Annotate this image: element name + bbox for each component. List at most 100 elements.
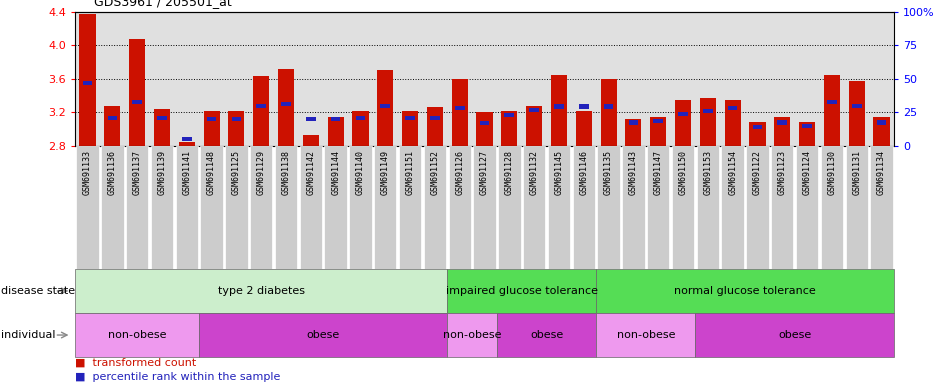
Bar <box>104 106 120 146</box>
Bar <box>827 100 837 104</box>
Bar <box>430 116 439 120</box>
Text: obese: obese <box>307 330 340 340</box>
Bar <box>721 146 744 269</box>
Bar <box>821 146 843 269</box>
Text: obese: obese <box>530 330 563 340</box>
Text: GSM691131: GSM691131 <box>853 150 861 195</box>
Bar <box>604 104 613 109</box>
Text: normal glucose tolerance: normal glucose tolerance <box>674 286 816 296</box>
Text: GSM691140: GSM691140 <box>356 150 365 195</box>
Bar <box>700 98 716 146</box>
Bar <box>254 76 269 146</box>
Text: GSM691124: GSM691124 <box>803 150 811 195</box>
Bar <box>579 104 589 109</box>
Text: disease state: disease state <box>1 286 75 296</box>
Bar <box>302 135 319 146</box>
Bar <box>473 146 496 269</box>
Bar <box>349 146 372 269</box>
Bar <box>573 146 595 269</box>
Text: impaired glucose tolerance: impaired glucose tolerance <box>446 286 598 296</box>
Text: GSM691139: GSM691139 <box>158 150 166 195</box>
Bar <box>852 104 862 108</box>
Bar <box>402 111 418 146</box>
Bar <box>647 146 670 269</box>
Bar <box>623 146 644 269</box>
Text: GSM691146: GSM691146 <box>579 150 588 195</box>
Bar <box>151 146 173 269</box>
Bar <box>356 116 365 120</box>
Bar <box>675 100 691 146</box>
Bar <box>530 108 539 112</box>
Bar <box>256 104 266 108</box>
Bar <box>80 14 96 146</box>
Text: GSM691149: GSM691149 <box>381 150 390 195</box>
Bar <box>771 146 793 269</box>
Bar <box>331 117 341 121</box>
Bar <box>824 74 840 146</box>
Bar <box>76 146 99 269</box>
Bar <box>628 120 639 124</box>
Text: GSM691128: GSM691128 <box>505 150 514 195</box>
Bar <box>200 146 223 269</box>
Bar <box>132 100 142 104</box>
Bar <box>204 111 220 146</box>
Bar <box>452 79 468 146</box>
Text: non-obese: non-obese <box>108 330 166 340</box>
Bar <box>501 111 517 146</box>
Bar <box>232 117 241 121</box>
Bar <box>576 111 592 146</box>
Bar <box>374 146 396 269</box>
Bar <box>703 109 713 113</box>
Bar <box>399 146 422 269</box>
Bar <box>101 146 124 269</box>
Bar <box>554 104 563 109</box>
Bar <box>380 104 390 108</box>
Bar <box>480 121 489 125</box>
Text: GSM691142: GSM691142 <box>306 150 316 195</box>
Bar <box>697 146 719 269</box>
Bar <box>225 146 248 269</box>
Bar <box>845 146 868 269</box>
Text: GSM691126: GSM691126 <box>455 150 464 195</box>
Text: GSM691137: GSM691137 <box>132 150 142 195</box>
Bar <box>178 142 194 146</box>
Text: obese: obese <box>778 330 811 340</box>
Bar <box>499 146 520 269</box>
Text: non-obese: non-obese <box>617 330 675 340</box>
Text: GSM691143: GSM691143 <box>629 150 638 195</box>
Text: GSM691129: GSM691129 <box>256 150 266 195</box>
Bar <box>476 112 493 146</box>
Bar <box>154 109 170 146</box>
Bar <box>654 119 663 123</box>
Text: GSM691141: GSM691141 <box>182 150 192 195</box>
Bar <box>672 146 694 269</box>
Bar <box>747 146 769 269</box>
Text: GSM691150: GSM691150 <box>679 150 687 195</box>
Text: GSM691147: GSM691147 <box>654 150 663 195</box>
Bar <box>406 116 415 120</box>
Text: GDS3961 / 205501_at: GDS3961 / 205501_at <box>94 0 232 8</box>
Bar <box>777 120 787 124</box>
Text: ■  percentile rank within the sample: ■ percentile rank within the sample <box>75 372 281 382</box>
Bar <box>775 116 791 146</box>
Text: GSM691130: GSM691130 <box>827 150 837 195</box>
Bar <box>877 120 886 124</box>
Bar <box>306 117 316 121</box>
Bar <box>126 146 148 269</box>
Text: GSM691144: GSM691144 <box>331 150 340 195</box>
Bar <box>873 116 889 146</box>
Bar <box>802 124 812 128</box>
Bar <box>547 146 570 269</box>
Bar <box>207 117 216 121</box>
Bar <box>377 70 393 146</box>
Text: GSM691151: GSM691151 <box>406 150 415 195</box>
Text: GSM691148: GSM691148 <box>208 150 216 195</box>
Bar <box>526 106 542 146</box>
Bar <box>753 124 762 129</box>
Bar <box>250 146 272 269</box>
Text: GSM691122: GSM691122 <box>753 150 762 195</box>
Bar <box>427 107 443 146</box>
Text: GSM691135: GSM691135 <box>604 150 613 195</box>
Bar <box>281 102 291 106</box>
Bar <box>328 118 344 146</box>
